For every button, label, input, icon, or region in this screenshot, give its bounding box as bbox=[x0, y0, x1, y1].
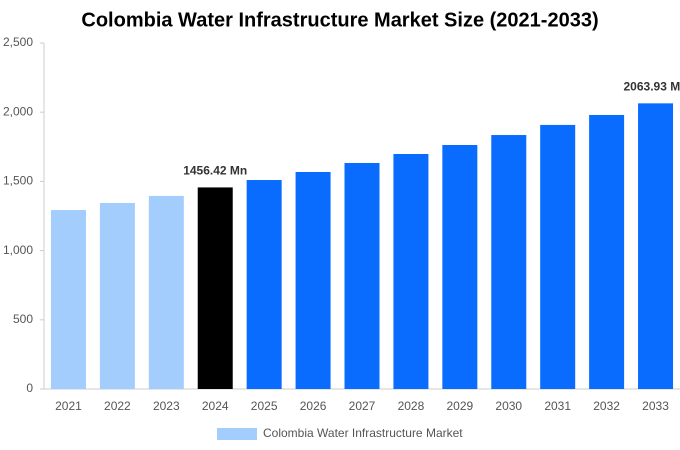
y-tick-label: 2,000 bbox=[3, 104, 33, 118]
y-tick-label: 1,500 bbox=[3, 174, 33, 188]
data-label: 1456.42 Mn bbox=[183, 164, 247, 178]
y-tick-label: 0 bbox=[26, 381, 33, 395]
y-tick-label: 1,000 bbox=[3, 243, 33, 257]
bar bbox=[197, 187, 233, 389]
x-tick-label: 2023 bbox=[153, 399, 180, 413]
bar bbox=[50, 210, 86, 389]
bar bbox=[99, 202, 135, 389]
legend-swatch bbox=[217, 428, 257, 440]
x-tick-label: 2022 bbox=[104, 399, 131, 413]
data-label: 2063.93 Mn bbox=[624, 80, 680, 94]
x-tick-label: 2026 bbox=[300, 399, 327, 413]
bar bbox=[589, 114, 625, 389]
x-tick-label: 2031 bbox=[544, 399, 571, 413]
x-tick-label: 2030 bbox=[495, 399, 522, 413]
y-tick-label: 500 bbox=[13, 312, 33, 326]
x-tick-label: 2027 bbox=[349, 399, 376, 413]
legend-label: Colombia Water Infrastructure Market bbox=[263, 426, 463, 440]
bar bbox=[442, 145, 478, 389]
x-tick-label: 2025 bbox=[251, 399, 278, 413]
bar bbox=[638, 103, 674, 390]
chart-title: Colombia Water Infrastructure Market Siz… bbox=[81, 9, 598, 31]
x-tick-label: 2032 bbox=[593, 399, 620, 413]
bar bbox=[148, 195, 184, 389]
bar bbox=[540, 124, 576, 389]
y-tick-label: 2,500 bbox=[3, 35, 33, 49]
x-tick-label: 2029 bbox=[446, 399, 473, 413]
bar bbox=[344, 162, 380, 389]
x-tick-label: 2033 bbox=[642, 399, 669, 413]
x-tick-label: 2028 bbox=[398, 399, 425, 413]
bar bbox=[246, 180, 282, 389]
x-tick-label: 2024 bbox=[202, 399, 229, 413]
x-tick-label: 2021 bbox=[55, 399, 82, 413]
bar bbox=[393, 153, 429, 389]
bar bbox=[295, 171, 331, 389]
bar bbox=[491, 135, 527, 389]
